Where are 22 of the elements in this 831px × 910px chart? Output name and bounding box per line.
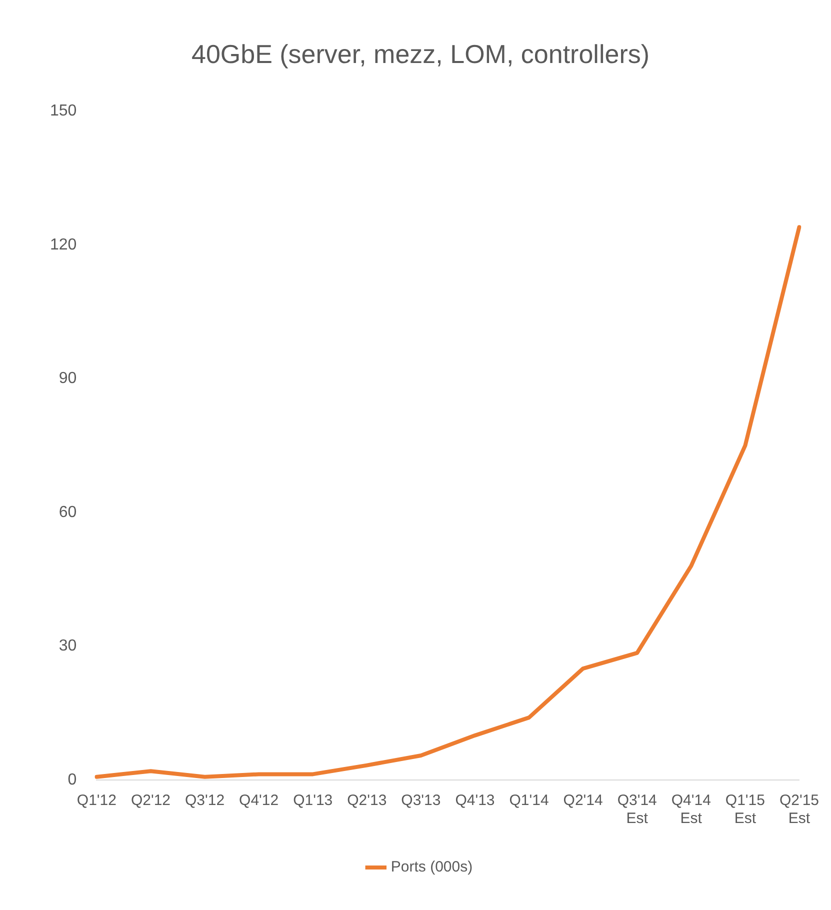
y-tick-label: 0 — [68, 771, 77, 788]
x-tick-label: Q3'14 Est — [617, 792, 657, 828]
x-tick-label: Q3'12 — [184, 792, 225, 810]
x-tick-label: Q1'14 — [509, 792, 549, 810]
x-tick-label: Q2'13 — [347, 792, 387, 810]
x-tick-label: Q4'14 Est — [671, 792, 711, 828]
y-tick-label: 30 — [58, 638, 77, 655]
y-tick-label: 90 — [58, 370, 77, 388]
x-tick-label: Q1'12 — [76, 792, 116, 810]
x-tick-label: Q3'13 — [401, 792, 441, 810]
x-tick-label: Q4'12 — [239, 792, 279, 810]
x-tick-label: Q2'15 Est — [779, 792, 819, 828]
y-tick-label: 120 — [50, 236, 77, 254]
chart-title: 40GbE (server, mezz, LOM, controllers) — [191, 38, 650, 69]
x-tick-label: Q2'12 — [130, 792, 171, 810]
x-tick-label: Q1'15 Est — [725, 792, 765, 828]
x-tick-label: Q4'13 — [455, 792, 495, 810]
y-tick-label: 150 — [50, 102, 77, 120]
x-tick-label: Q1'13 — [293, 792, 333, 810]
y-tick-label: 60 — [58, 504, 77, 521]
legend-label: Ports (000s) — [390, 858, 473, 876]
x-tick-label: Q2'14 — [563, 792, 603, 810]
